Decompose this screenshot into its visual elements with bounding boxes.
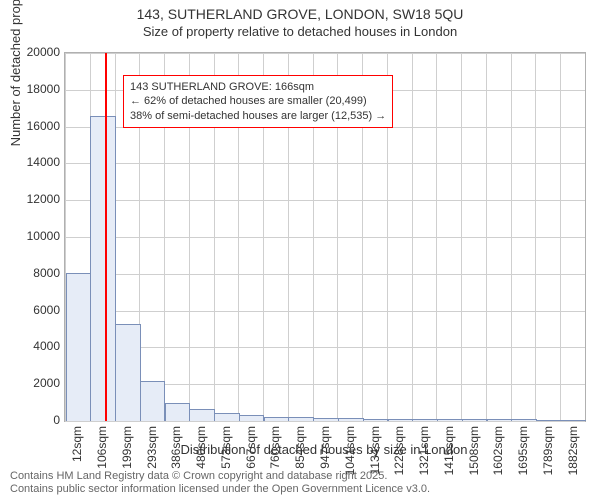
y-tick-label: 0 xyxy=(10,413,60,427)
gridline-v xyxy=(486,53,487,421)
histogram-bar xyxy=(437,419,463,421)
y-tick-label: 14000 xyxy=(10,155,60,169)
y-tick-label: 4000 xyxy=(10,339,60,353)
histogram-bar xyxy=(264,417,290,421)
annotation-box: 143 SUTHERLAND GROVE: 166sqm← 62% of det… xyxy=(123,75,393,128)
chart-title: 143, SUTHERLAND GROVE, LONDON, SW18 5QU xyxy=(0,6,600,22)
gridline-h xyxy=(65,163,585,164)
histogram-bar xyxy=(90,116,116,421)
histogram-bar xyxy=(239,415,265,421)
histogram-bar xyxy=(338,418,364,421)
histogram-bar xyxy=(561,420,587,421)
histogram-bar xyxy=(288,417,314,421)
annotation-line: 143 SUTHERLAND GROVE: 166sqm xyxy=(130,80,386,94)
y-tick-label: 18000 xyxy=(10,82,60,96)
gridline-v xyxy=(412,53,413,421)
gridline-h xyxy=(65,200,585,201)
y-tick-label: 8000 xyxy=(10,266,60,280)
annotation-line: 38% of semi-detached houses are larger (… xyxy=(130,109,386,123)
histogram-bar xyxy=(462,419,488,421)
property-size-chart: 143, SUTHERLAND GROVE, LONDON, SW18 5QU … xyxy=(0,0,600,500)
gridline-h xyxy=(65,421,585,422)
histogram-bar xyxy=(363,419,389,421)
histogram-bar xyxy=(214,413,240,421)
histogram-bar xyxy=(313,418,339,421)
gridline-h xyxy=(65,53,585,54)
y-tick-label: 6000 xyxy=(10,303,60,317)
gridline-v xyxy=(436,53,437,421)
y-tick-label: 2000 xyxy=(10,376,60,390)
gridline-v xyxy=(461,53,462,421)
histogram-bar xyxy=(115,324,141,421)
histogram-bar xyxy=(66,273,92,421)
property-marker-line xyxy=(105,53,107,421)
histogram-bar xyxy=(189,409,215,421)
gridline-h xyxy=(65,311,585,312)
gridline-v xyxy=(511,53,512,421)
histogram-bar xyxy=(140,381,166,421)
gridline-h xyxy=(65,347,585,348)
annotation-line: ← 62% of detached houses are smaller (20… xyxy=(130,94,386,108)
histogram-bar xyxy=(536,420,562,421)
histogram-bar xyxy=(388,419,414,421)
y-tick-label: 10000 xyxy=(10,229,60,243)
gridline-h xyxy=(65,274,585,275)
histogram-bar xyxy=(511,419,537,421)
y-tick-label: 16000 xyxy=(10,119,60,133)
gridline-v xyxy=(560,53,561,421)
histogram-bar xyxy=(412,419,438,421)
histogram-bar xyxy=(487,419,513,421)
gridline-v xyxy=(535,53,536,421)
footer-line-2: Contains public sector information licen… xyxy=(10,483,430,496)
y-tick-label: 12000 xyxy=(10,192,60,206)
gridline-h xyxy=(65,237,585,238)
y-tick-label: 20000 xyxy=(10,45,60,59)
chart-subtitle: Size of property relative to detached ho… xyxy=(0,24,600,39)
plot-area: 143 SUTHERLAND GROVE: 166sqm← 62% of det… xyxy=(64,52,586,422)
histogram-bar xyxy=(165,403,191,421)
